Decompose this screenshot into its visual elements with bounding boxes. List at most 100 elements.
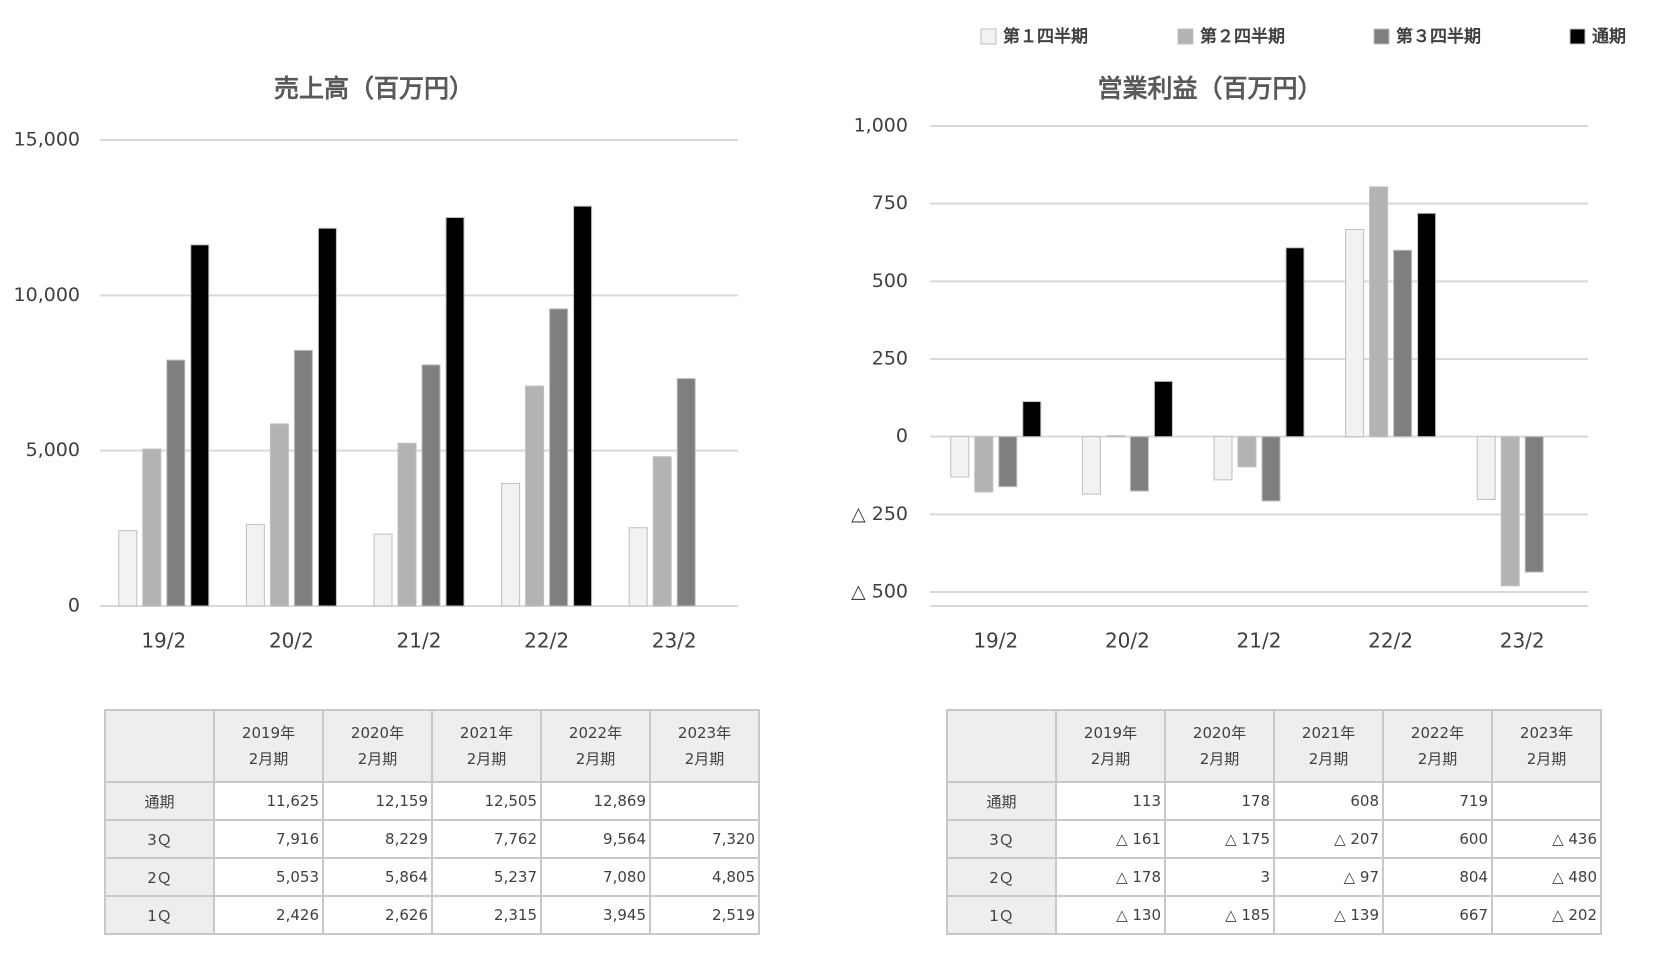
cell: 113 bbox=[1055, 781, 1166, 821]
cell: 7,916 bbox=[213, 819, 324, 859]
bar bbox=[293, 349, 313, 607]
header-line: 2023年 bbox=[677, 724, 732, 742]
bar bbox=[421, 364, 441, 607]
header-cell: 2021年 2月期 bbox=[1273, 709, 1384, 783]
cell: △ 97 bbox=[1273, 857, 1384, 897]
bar bbox=[142, 448, 162, 607]
header-cell: 2019年 2月期 bbox=[1055, 709, 1166, 783]
header-line: 2月期 bbox=[248, 750, 289, 768]
bar bbox=[525, 385, 545, 607]
bar bbox=[1153, 380, 1173, 438]
cell: 12,505 bbox=[431, 781, 542, 821]
cell: 8,229 bbox=[322, 819, 433, 859]
chart-title: 営業利益（百万円） bbox=[1097, 74, 1322, 103]
cell: △ 139 bbox=[1273, 895, 1384, 935]
header-line: 2月期 bbox=[1417, 750, 1458, 768]
bar bbox=[373, 533, 393, 607]
header-cell: 2020年 2月期 bbox=[322, 709, 433, 783]
bar bbox=[676, 378, 696, 607]
cell: 719 bbox=[1382, 781, 1493, 821]
header-line: 2月期 bbox=[1526, 750, 1567, 768]
header-cell: 2022年 2月期 bbox=[540, 709, 651, 783]
bar bbox=[1285, 247, 1305, 438]
cell: 12,869 bbox=[540, 781, 651, 821]
data-table: 2019年 2月期 2020年 2月期 2021年 2月期 2022年 2月期 2023年 2月期… bbox=[946, 709, 1602, 935]
header-line: 2月期 bbox=[1090, 750, 1131, 768]
row-label: 2Ｑ bbox=[946, 857, 1057, 897]
y-tick-label: 10,000 bbox=[14, 284, 80, 306]
cell: 667 bbox=[1382, 895, 1493, 935]
x-tick-label: 21/2 bbox=[1237, 629, 1282, 653]
header-line: 2月期 bbox=[1199, 750, 1240, 768]
cell bbox=[649, 781, 760, 821]
x-tick-label: 21/2 bbox=[397, 629, 442, 653]
header-line: 2020年 bbox=[350, 724, 405, 742]
bar bbox=[1081, 436, 1101, 495]
bar bbox=[974, 436, 994, 493]
legend-swatch bbox=[980, 28, 997, 45]
y-tick-label: 15,000 bbox=[14, 129, 80, 151]
x-tick-label: 23/2 bbox=[1500, 629, 1545, 653]
header-cell: 2022年 2月期 bbox=[1382, 709, 1493, 783]
y-tick-label: 0 bbox=[68, 595, 80, 617]
x-tick-label: 19/2 bbox=[141, 629, 186, 653]
bar bbox=[1345, 228, 1365, 438]
cell: 608 bbox=[1273, 781, 1384, 821]
bar bbox=[573, 205, 593, 607]
cell: △ 161 bbox=[1055, 819, 1166, 859]
bar bbox=[1417, 212, 1437, 438]
header-line: 2019年 bbox=[241, 724, 296, 742]
bar bbox=[445, 217, 465, 607]
legend-swatch bbox=[1569, 28, 1586, 45]
cell: 7,762 bbox=[431, 819, 542, 859]
header-line: 2023年 bbox=[1519, 724, 1574, 742]
header-line: 2021年 bbox=[459, 724, 514, 742]
header-line: 2月期 bbox=[466, 750, 507, 768]
cell: 804 bbox=[1382, 857, 1493, 897]
bar bbox=[652, 456, 672, 607]
cell: 3 bbox=[1164, 857, 1275, 897]
legend-swatch bbox=[1177, 28, 1194, 45]
bar bbox=[1022, 401, 1042, 438]
y-tick-label: 1,000 bbox=[854, 115, 908, 137]
cell: 3,945 bbox=[540, 895, 651, 935]
bar bbox=[950, 436, 970, 478]
header-line: 2022年 bbox=[1410, 724, 1465, 742]
cell: △ 185 bbox=[1164, 895, 1275, 935]
header-cell: 2023年 2月期 bbox=[649, 709, 760, 783]
row-label: 1Ｑ bbox=[946, 895, 1057, 935]
cell: 2,315 bbox=[431, 895, 542, 935]
header-line: 2月期 bbox=[1308, 750, 1349, 768]
legend-label: 通期 bbox=[1592, 27, 1626, 47]
cell: 5,237 bbox=[431, 857, 542, 897]
bar bbox=[1369, 186, 1389, 438]
cell bbox=[1491, 781, 1602, 821]
cell: 5,053 bbox=[213, 857, 324, 897]
x-tick-label: 23/2 bbox=[652, 629, 697, 653]
cell: △ 436 bbox=[1491, 819, 1602, 859]
x-tick-label: 22/2 bbox=[1368, 629, 1413, 653]
y-tick-label: 750 bbox=[872, 192, 908, 214]
row-label: 通期 bbox=[946, 781, 1057, 821]
header-line: 2021年 bbox=[1301, 724, 1356, 742]
legend-swatch bbox=[1373, 28, 1390, 45]
y-tick-label: 5,000 bbox=[26, 439, 80, 461]
cell: 4,805 bbox=[649, 857, 760, 897]
row-label: 通期 bbox=[104, 781, 215, 821]
header-line: 2月期 bbox=[684, 750, 725, 768]
bar bbox=[549, 308, 569, 607]
header-line: 2022年 bbox=[568, 724, 623, 742]
cell: 7,320 bbox=[649, 819, 760, 859]
bar bbox=[1237, 436, 1257, 468]
bar bbox=[118, 530, 138, 607]
cell: △ 202 bbox=[1491, 895, 1602, 935]
bar bbox=[317, 227, 337, 607]
cell: 12,159 bbox=[322, 781, 433, 821]
bar bbox=[1213, 436, 1233, 481]
cell: △ 207 bbox=[1273, 819, 1384, 859]
bar bbox=[245, 523, 265, 607]
bar bbox=[628, 527, 648, 607]
bar bbox=[1129, 436, 1149, 492]
cell: 7,080 bbox=[540, 857, 651, 897]
